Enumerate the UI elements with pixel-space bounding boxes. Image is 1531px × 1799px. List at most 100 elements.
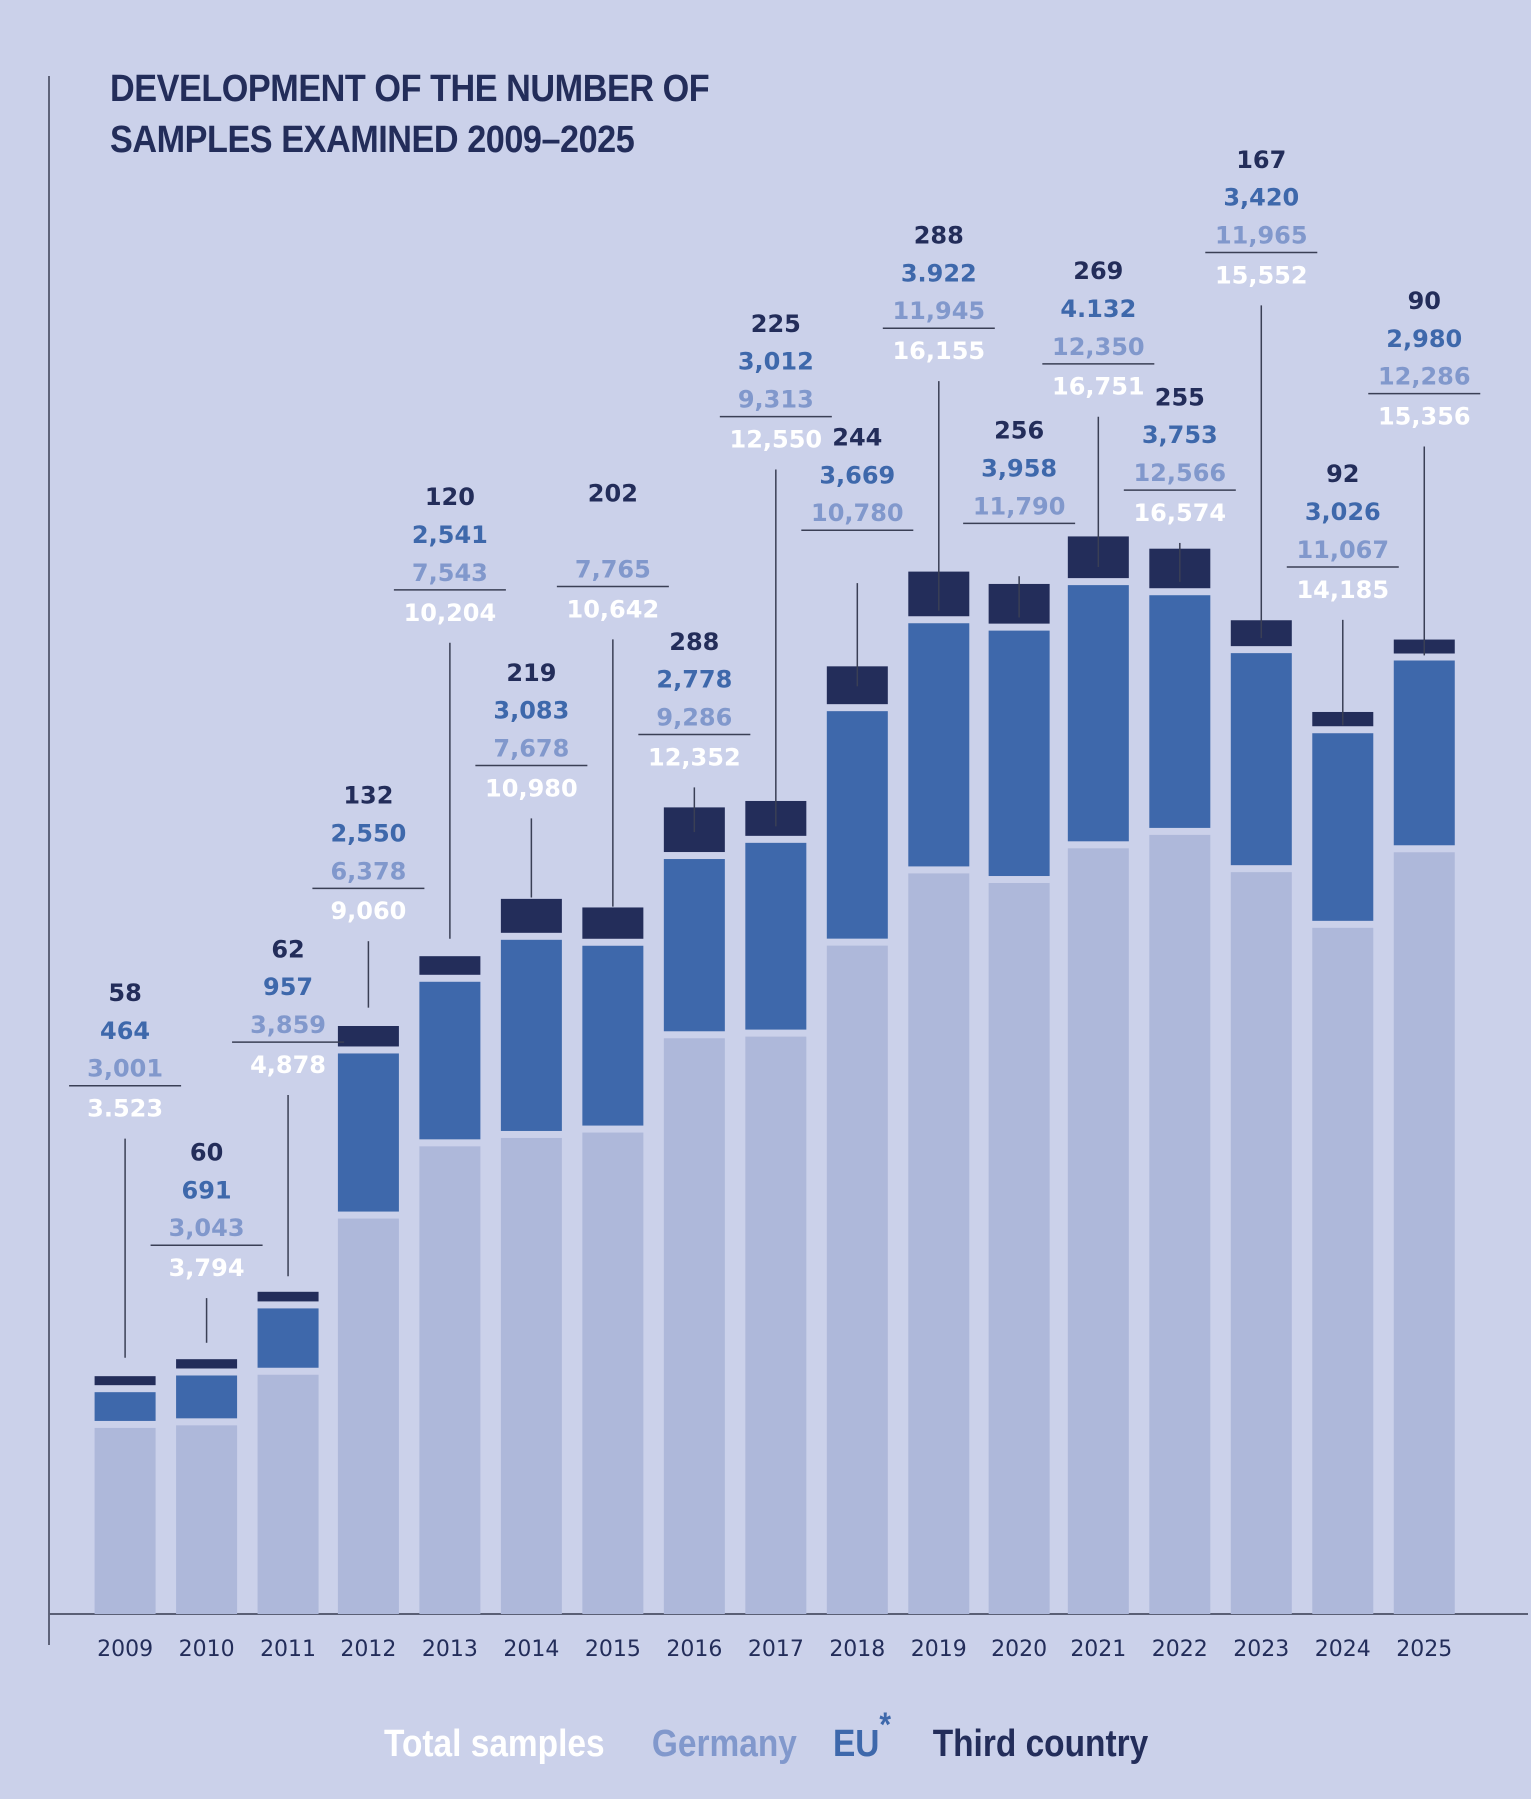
label-germany-2010: 3,043 — [169, 1214, 245, 1242]
x-tick-2011: 2011 — [260, 1637, 316, 1662]
label-eu-2025: 2,980 — [1386, 325, 1462, 353]
x-tick-2009: 2009 — [97, 1637, 153, 1662]
x-tick-2017: 2017 — [748, 1637, 804, 1662]
bar-eu-2012 — [337, 1053, 399, 1212]
label-germany-2016: 9,286 — [656, 704, 732, 732]
label-total-2025: 15,356 — [1378, 403, 1471, 431]
label-third-country-2024: 92 — [1326, 460, 1359, 488]
label-eu-2023: 3,420 — [1223, 184, 1299, 212]
label-total-2022: 16,574 — [1133, 499, 1226, 527]
label-eu-2018: 3,669 — [819, 461, 895, 489]
x-tick-2010: 2010 — [179, 1637, 235, 1662]
x-tick-2019: 2019 — [911, 1637, 967, 1662]
bar-third-country-2010 — [176, 1359, 238, 1369]
x-tick-2023: 2023 — [1233, 1637, 1289, 1662]
label-third-country-2011: 62 — [271, 935, 304, 963]
label-eu-2017: 3,012 — [738, 348, 814, 376]
x-tick-labels: 2009 2010 2011 2012 2013 2014 2015 2016 2017 2018… — [97, 1637, 1452, 1662]
bar-germany-2019 — [908, 873, 970, 1614]
labels-layer: 58 464 3,001 3.523 60 691 3,043 3,794 62 957 3,859… — [69, 146, 1481, 1358]
label-third-country-2020: 256 — [994, 417, 1044, 445]
label-germany-2022: 12,566 — [1133, 459, 1226, 487]
bar-eu-2019 — [908, 623, 970, 867]
label-germany-2014: 7,678 — [493, 735, 569, 763]
x-tick-2013: 2013 — [422, 1637, 478, 1662]
bar-eu-2018 — [826, 711, 888, 939]
bar-eu-2017 — [745, 842, 807, 1030]
chart-title-line-2: SAMPLES EXAMINED 2009–2025 — [110, 119, 635, 161]
label-eu-2010: 691 — [182, 1176, 232, 1204]
label-third-country-2025: 90 — [1408, 287, 1441, 315]
label-eu-2019: 3.922 — [901, 259, 977, 287]
label-third-country-2015: 202 — [588, 480, 638, 508]
bar-germany-2015 — [582, 1132, 644, 1614]
label-germany-2024: 11,067 — [1296, 536, 1389, 564]
bar-germany-2011 — [257, 1374, 319, 1614]
label-eu-2013: 2,541 — [412, 521, 488, 549]
label-total-2010: 3,794 — [169, 1254, 245, 1282]
chart-title-line-1: DEVELOPMENT OF THE NUMBER OF — [110, 68, 710, 110]
label-germany-2018: 10,780 — [811, 499, 904, 527]
x-tick-2012: 2012 — [340, 1637, 396, 1662]
bar-germany-2012 — [337, 1218, 399, 1614]
bar-germany-2018 — [826, 945, 888, 1614]
bar-eu-2009 — [94, 1392, 156, 1421]
legend: Total samples Germany EU* Third country — [0, 1706, 1531, 1766]
label-germany-2009: 3,001 — [87, 1055, 163, 1083]
bar-eu-2011 — [257, 1308, 319, 1368]
label-germany-2023: 11,965 — [1215, 222, 1308, 250]
bar-eu-2013 — [419, 981, 481, 1140]
bar-germany-2010 — [176, 1425, 238, 1614]
label-eu-2020: 3,958 — [981, 454, 1057, 482]
label-total-2023: 15,552 — [1215, 261, 1308, 289]
label-germany-2011: 3,859 — [250, 1011, 326, 1039]
label-total-2016: 12,352 — [648, 743, 741, 771]
label-eu-2021: 4.132 — [1060, 295, 1136, 323]
chart-title: DEVELOPMENT OF THE NUMBER OF SAMPLES EXA… — [110, 64, 710, 166]
label-germany-2025: 12,286 — [1378, 363, 1471, 391]
bar-germany-2009 — [94, 1427, 156, 1614]
bar-eu-2021 — [1067, 585, 1129, 842]
x-tick-2022: 2022 — [1152, 1637, 1208, 1662]
x-tick-2020: 2020 — [991, 1637, 1047, 1662]
label-third-country-2023: 167 — [1236, 146, 1286, 174]
label-third-country-2018: 244 — [832, 423, 882, 451]
label-eu-2022: 3,753 — [1142, 421, 1218, 449]
legend-total-samples: Total samples — [383, 1722, 605, 1765]
label-third-country-2022: 255 — [1155, 383, 1205, 411]
label-total-2019: 16,155 — [892, 337, 985, 365]
label-germany-2020: 11,790 — [973, 492, 1066, 520]
label-germany-2017: 9,313 — [738, 386, 814, 414]
bar-eu-2025 — [1393, 660, 1455, 846]
label-eu-2014: 3,083 — [493, 697, 569, 725]
label-eu-2012: 2,550 — [330, 819, 406, 847]
bar-germany-2016 — [663, 1038, 725, 1614]
bar-eu-2022 — [1149, 595, 1211, 828]
x-tick-2021: 2021 — [1070, 1637, 1126, 1662]
legend-third-country: Third country — [932, 1722, 1148, 1765]
bar-germany-2023 — [1230, 872, 1292, 1614]
bar-germany-2017 — [745, 1036, 807, 1614]
label-germany-2012: 6,378 — [330, 857, 406, 885]
label-eu-2024: 3,026 — [1305, 498, 1381, 526]
x-tick-2015: 2015 — [585, 1637, 641, 1662]
label-eu-2016: 2,778 — [656, 666, 732, 694]
label-germany-2015: 7,765 — [575, 555, 651, 583]
bar-third-country-2011 — [257, 1291, 319, 1302]
bar-eu-2023 — [1230, 653, 1292, 866]
bar-germany-2013 — [419, 1146, 481, 1614]
legend-eu-asterisk: * — [879, 1706, 892, 1744]
bar-eu-2010 — [176, 1375, 238, 1419]
x-tick-2024: 2024 — [1315, 1637, 1371, 1662]
bar-third-country-2013 — [419, 956, 481, 975]
bar-germany-2024 — [1312, 927, 1374, 1614]
bar-germany-2020 — [988, 883, 1050, 1614]
bar-germany-2025 — [1393, 852, 1455, 1614]
label-third-country-2009: 58 — [108, 979, 141, 1007]
label-third-country-2010: 60 — [190, 1138, 223, 1166]
label-third-country-2014: 219 — [506, 659, 556, 687]
label-third-country-2013: 120 — [425, 483, 475, 511]
bar-third-country-2014 — [500, 898, 562, 933]
label-total-2009: 3.523 — [87, 1095, 163, 1123]
